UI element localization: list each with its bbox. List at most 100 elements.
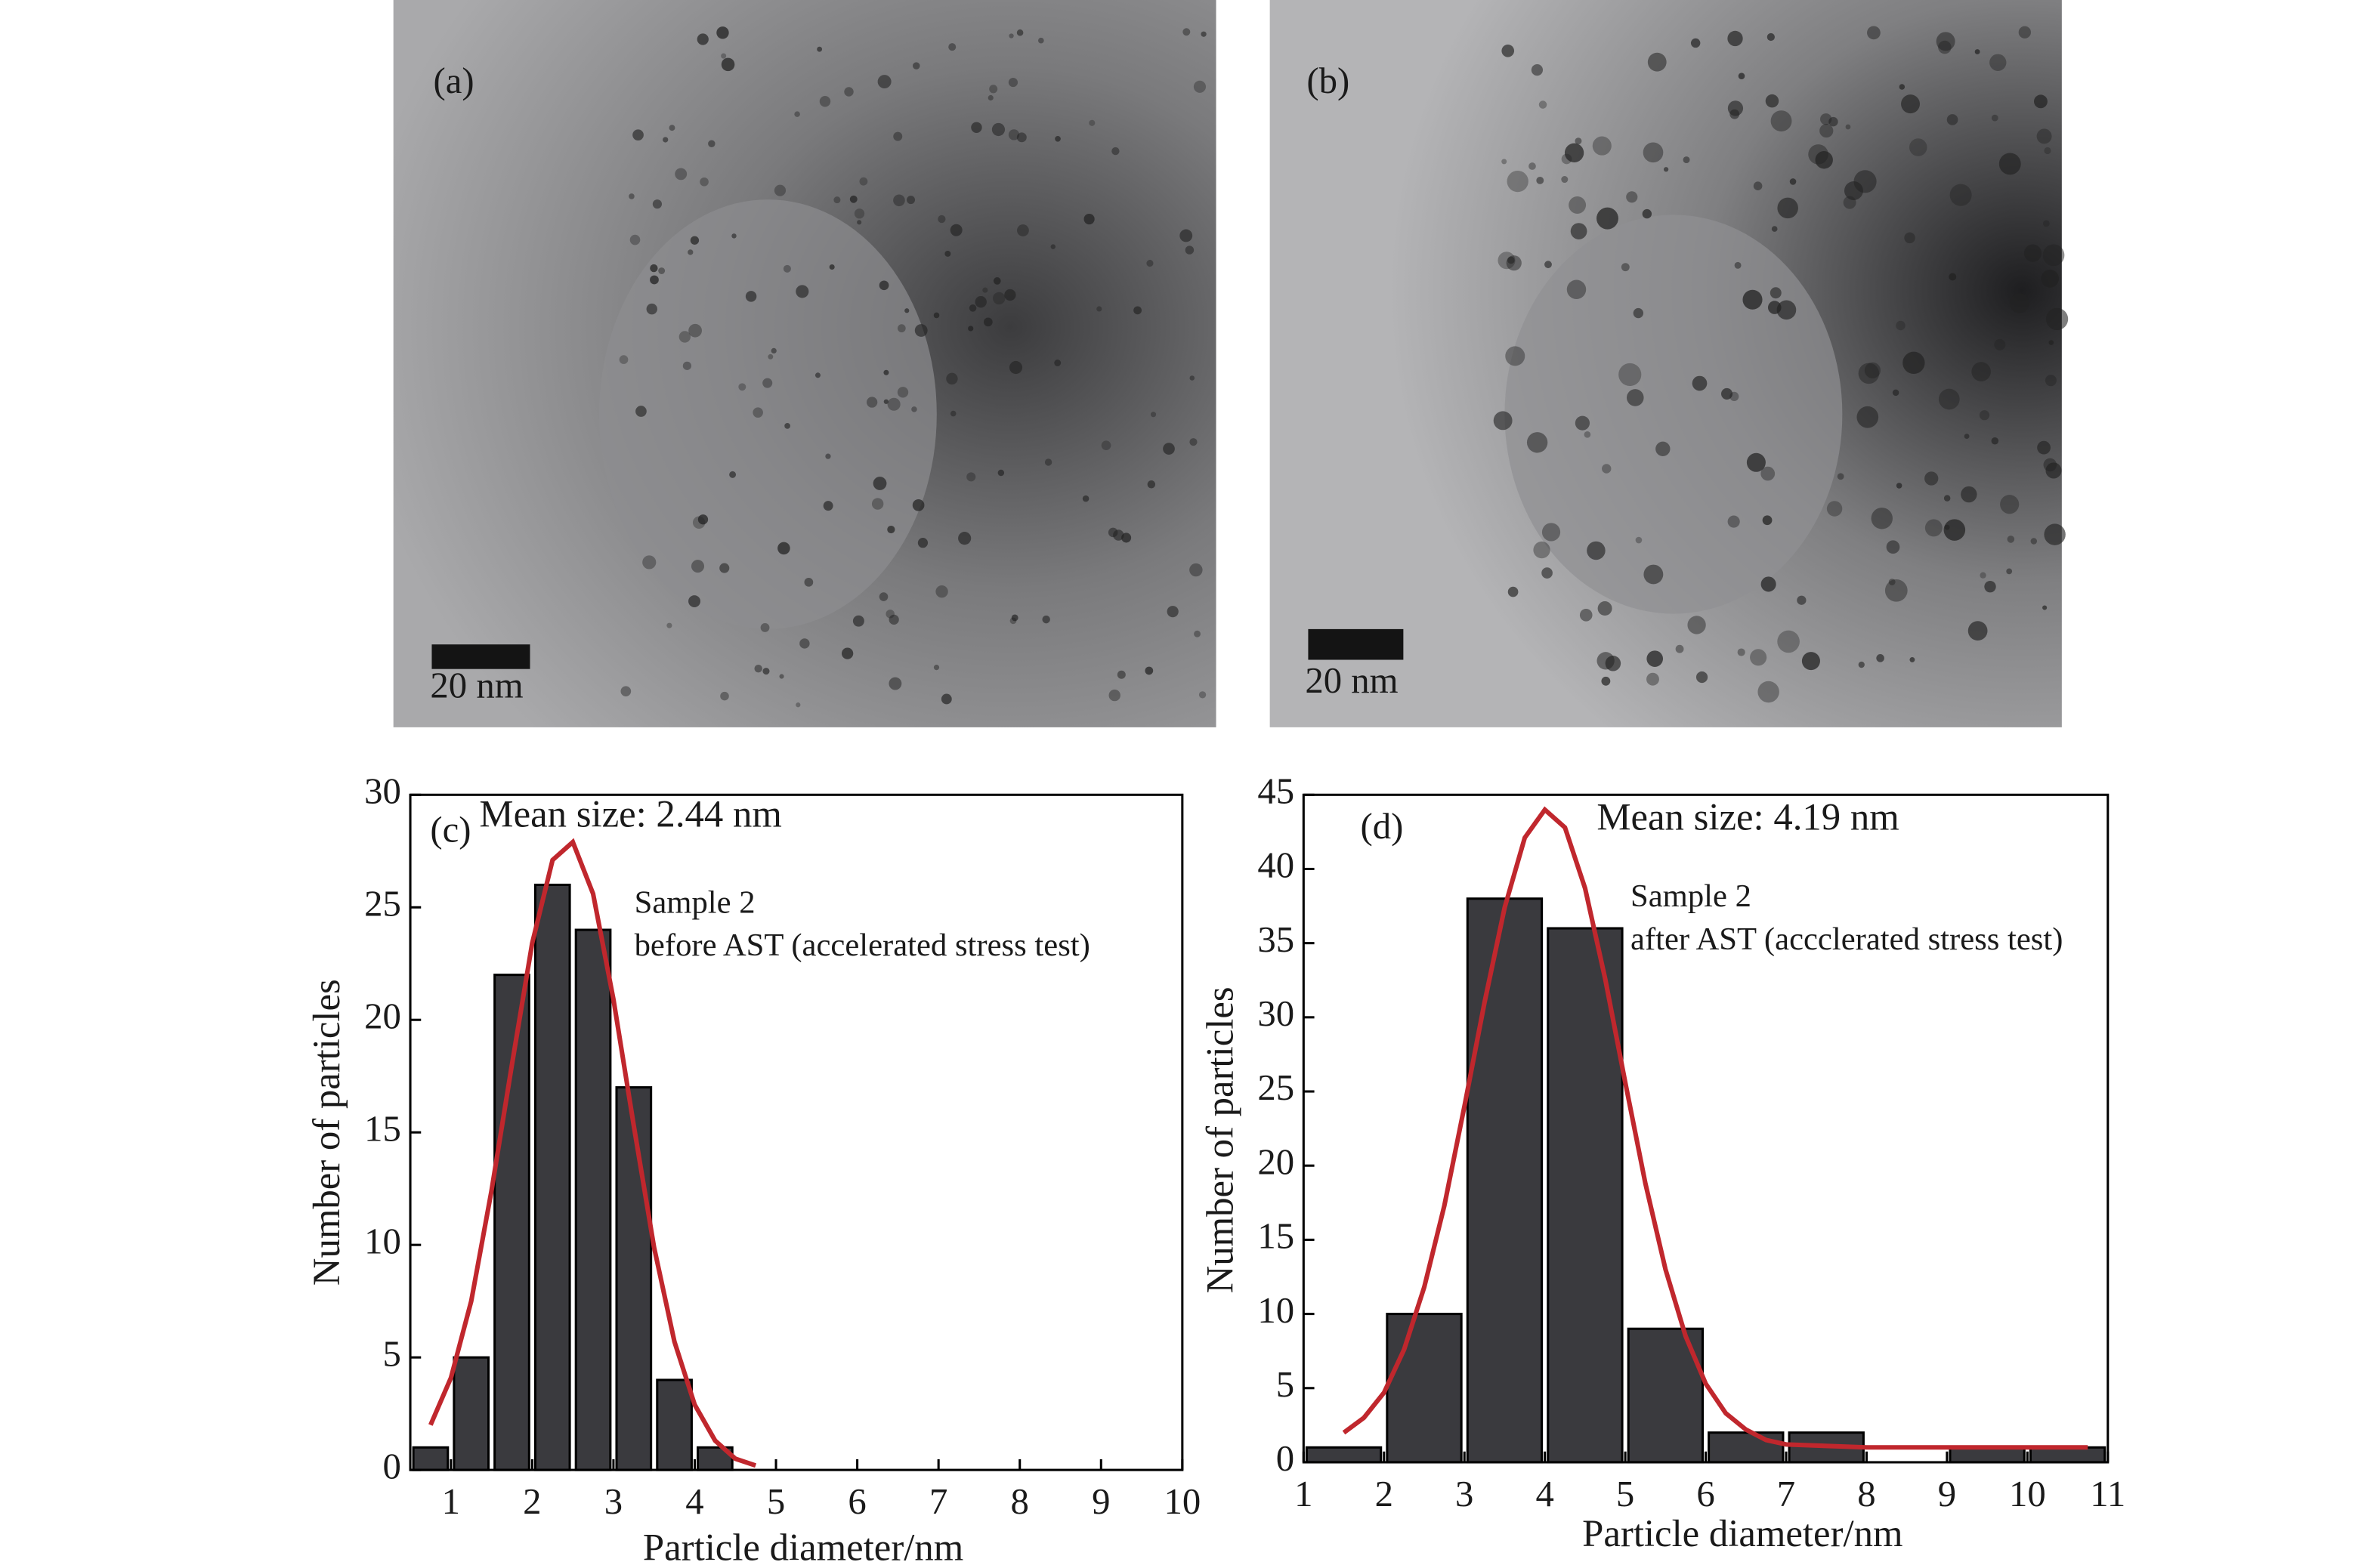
tem-particle xyxy=(1533,541,1550,559)
bar xyxy=(1708,1431,1785,1464)
tem-particle xyxy=(1182,28,1191,36)
tem-particle xyxy=(1538,100,1547,109)
tem-particle xyxy=(887,525,895,534)
tem-particle-cluster xyxy=(598,199,937,629)
bar xyxy=(453,1356,490,1471)
x-axis-label: Particle diameter/nm xyxy=(643,1526,963,1562)
condition-label: after AST (accclerated stress test) xyxy=(1630,921,2063,957)
tem-particle xyxy=(777,542,790,555)
tem-particle xyxy=(982,287,988,293)
tem-particle xyxy=(745,291,757,302)
tem-particle xyxy=(1974,49,1980,54)
tem-particle xyxy=(1633,307,1644,319)
tem-particle xyxy=(2045,375,2057,387)
scale-bar xyxy=(431,644,530,669)
x-tick-label: 6 xyxy=(1696,1474,1714,1514)
tem-particle xyxy=(794,111,800,117)
tem-particle xyxy=(1760,466,1776,481)
tem-particle xyxy=(1979,410,1990,421)
tem-particle xyxy=(1690,38,1701,48)
y-tick-label: 5 xyxy=(382,1333,400,1374)
tem-particle xyxy=(2037,440,2051,455)
tem-particle xyxy=(1994,338,2006,350)
tem-particle xyxy=(1008,77,1018,88)
tem-particle xyxy=(958,532,972,545)
tem-particle xyxy=(1564,143,1584,162)
y-tick-label: 30 xyxy=(1257,993,1294,1034)
tem-particle xyxy=(883,369,889,375)
tem-particle xyxy=(1643,564,1664,585)
tem-particle xyxy=(1943,519,1966,541)
tem-particle xyxy=(1964,434,1970,440)
tem-particle xyxy=(1837,473,1844,480)
tem-particle xyxy=(2043,458,2057,472)
tem-particle xyxy=(889,677,902,690)
tem-particle xyxy=(1526,432,1548,453)
x-tick-label: 8 xyxy=(1857,1474,1875,1514)
tem-particle xyxy=(1647,52,1667,72)
tem-particle xyxy=(1936,32,1955,51)
x-tick-label: 2 xyxy=(523,1481,541,1522)
tem-particle xyxy=(854,208,865,219)
x-tick-label: 3 xyxy=(1455,1474,1473,1514)
tem-particle xyxy=(1675,644,1684,653)
tem-particle xyxy=(950,224,963,236)
tem-particle xyxy=(1643,142,1664,163)
tem-particle xyxy=(1133,306,1142,315)
tem-particle xyxy=(1044,458,1052,466)
tem-particle xyxy=(682,361,691,370)
tem-particle xyxy=(1828,116,1838,127)
tem-particle xyxy=(1146,259,1154,267)
tem-particle xyxy=(859,177,868,186)
tem-particle xyxy=(779,674,784,679)
tem-particle xyxy=(1727,515,1740,528)
tem-particle xyxy=(1096,306,1102,312)
tem-particle xyxy=(857,220,862,225)
tem-particle xyxy=(1592,136,1612,156)
tem-particle xyxy=(1760,576,1776,592)
tem-particle xyxy=(2006,568,2013,575)
tem-particle xyxy=(1561,176,1569,184)
tem-particle xyxy=(629,234,641,245)
tem-particle xyxy=(1201,31,1207,37)
x-tick-label: 4 xyxy=(685,1481,703,1522)
tem-particle xyxy=(2048,340,2054,345)
tem-particle xyxy=(1147,480,1156,489)
tem-particle xyxy=(1853,170,1877,193)
tem-particle xyxy=(877,75,892,89)
tem-particle xyxy=(1737,648,1745,656)
tem-particle xyxy=(1621,263,1630,272)
tem-particle xyxy=(2000,495,2020,514)
tem-particle xyxy=(1695,671,1708,684)
x-tick-label: 5 xyxy=(767,1481,785,1522)
tem-particle xyxy=(1909,656,1915,662)
tem-particle xyxy=(1145,666,1154,675)
y-tick-label: 15 xyxy=(364,1108,401,1149)
tem-particle xyxy=(2042,605,2048,610)
y-tick-label: 45 xyxy=(1257,770,1294,811)
tem-particle xyxy=(941,693,952,705)
tem-particle xyxy=(1016,132,1027,143)
x-tick-label: 10 xyxy=(1164,1481,1201,1522)
tem-particle xyxy=(1871,508,1893,529)
tem-particle xyxy=(688,323,702,338)
tem-particle xyxy=(1113,529,1124,541)
tem-particle xyxy=(652,199,662,209)
tem-particle xyxy=(1017,224,1029,236)
tem-particle xyxy=(642,555,657,570)
tem-particle xyxy=(1721,387,1733,400)
tem-particle xyxy=(893,131,903,141)
tem-particle xyxy=(762,668,770,675)
tem-particle xyxy=(817,46,823,52)
tem-particle xyxy=(729,471,737,478)
x-tick-label: 9 xyxy=(1092,1481,1110,1522)
tem-particle xyxy=(1584,431,1591,438)
tem-particle xyxy=(1009,617,1017,625)
tem-particle xyxy=(1961,486,1977,503)
tem-particle xyxy=(1042,615,1050,624)
tem-particle xyxy=(935,585,948,598)
tem-particle xyxy=(1596,207,1618,230)
tem-particle xyxy=(1734,261,1742,269)
tem-particle xyxy=(1055,135,1061,142)
tem-particle xyxy=(1626,191,1638,203)
